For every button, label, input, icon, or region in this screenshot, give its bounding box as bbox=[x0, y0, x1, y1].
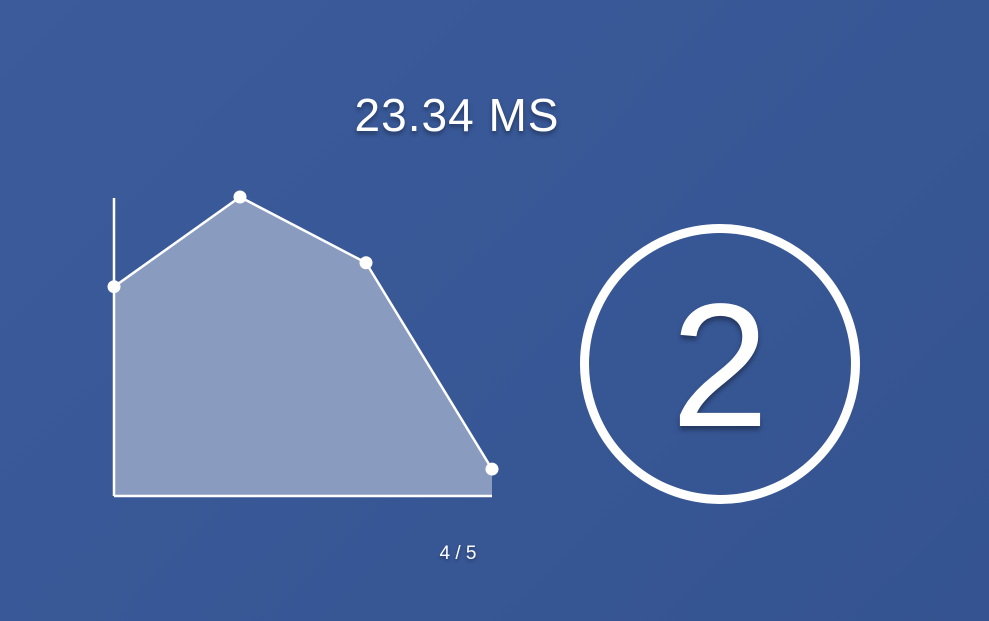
data-point bbox=[107, 280, 121, 294]
area-fill bbox=[114, 197, 492, 496]
step-number: 2 bbox=[671, 268, 769, 464]
series-line bbox=[113, 195, 494, 470]
data-points bbox=[107, 190, 499, 476]
step-number-badge: 2 bbox=[580, 224, 860, 504]
data-point bbox=[485, 462, 499, 476]
data-point bbox=[233, 190, 247, 204]
slide-pager: 4 / 5 bbox=[439, 543, 477, 564]
latency-metric: 23.34 MS bbox=[354, 89, 560, 141]
data-point bbox=[359, 256, 373, 270]
